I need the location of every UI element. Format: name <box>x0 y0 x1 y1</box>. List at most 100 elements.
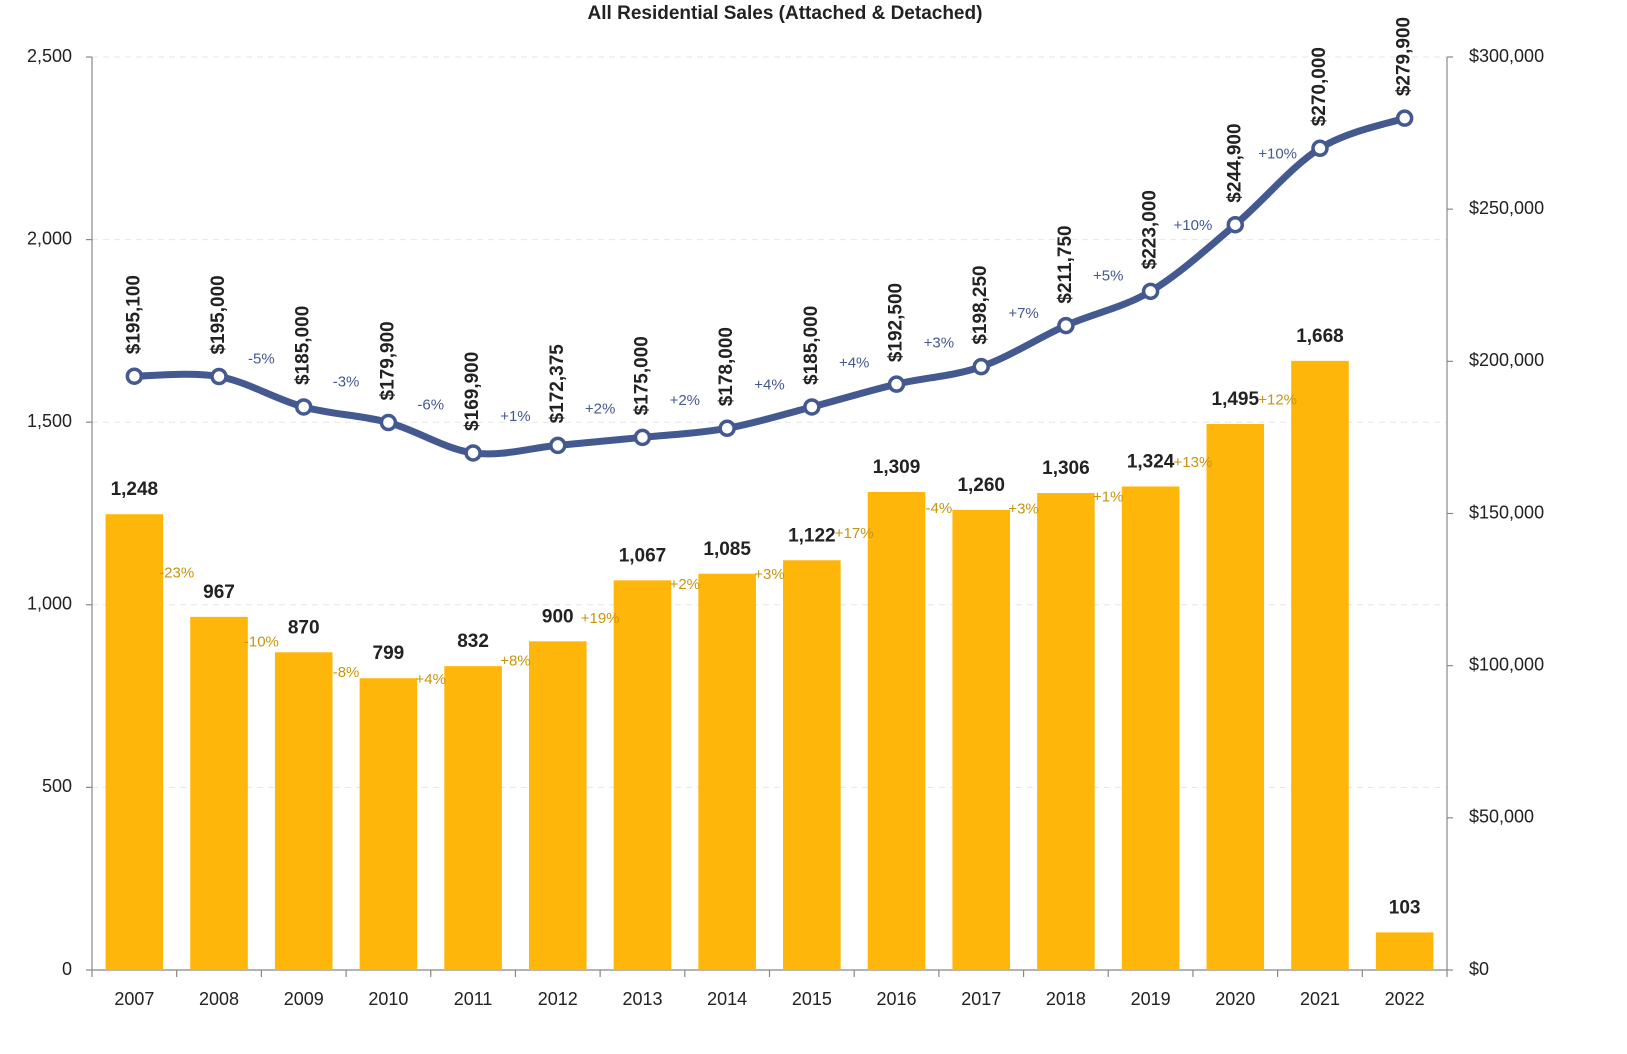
line-change-label: +3% <box>924 334 954 351</box>
bar-value-label: 1,248 <box>111 479 159 500</box>
bar <box>1121 486 1180 970</box>
bar-value-label: 1,085 <box>703 539 751 560</box>
x-tick-label: 2020 <box>1215 989 1255 1009</box>
line-change-label: +7% <box>1008 305 1038 322</box>
x-tick-label: 2016 <box>877 989 917 1009</box>
line-value-label: $195,000 <box>208 275 229 354</box>
bar-value-label: 103 <box>1389 897 1421 918</box>
bar <box>274 652 333 970</box>
x-tick-label: 2008 <box>199 989 239 1009</box>
x-tick-label: 2012 <box>538 989 578 1009</box>
bar-change-label: +8% <box>500 653 530 670</box>
y2-tick-label: $250,000 <box>1469 198 1544 218</box>
bar-value-label: 1,668 <box>1296 326 1344 347</box>
line-value-label: $185,000 <box>801 306 822 385</box>
line-change-label: -5% <box>248 351 275 368</box>
bar-change-label: -8% <box>333 664 360 681</box>
bar <box>867 491 926 970</box>
bar <box>613 580 672 970</box>
y2-tick-label: $50,000 <box>1469 807 1534 827</box>
line-marker <box>125 367 144 385</box>
line-value-label: $179,900 <box>377 321 398 400</box>
line-marker <box>718 419 736 438</box>
bar-value-label: 1,306 <box>1042 458 1090 479</box>
bar-value-label: 1,067 <box>619 545 667 566</box>
bar <box>1375 932 1434 970</box>
bar-value-label: 1,324 <box>1127 451 1175 472</box>
bar-change-label: +4% <box>416 671 446 688</box>
line-marker <box>549 436 567 455</box>
line-value-label: $195,100 <box>123 275 144 354</box>
line-change-label: -3% <box>333 374 360 391</box>
x-tick-label: 2011 <box>454 989 493 1009</box>
line-change-label: -6% <box>417 397 444 414</box>
y-tick-label: 0 <box>62 959 72 979</box>
line-marker <box>1395 109 1414 127</box>
line-change-label: +4% <box>839 355 869 372</box>
y2-tick-label: $0 <box>1469 959 1489 979</box>
x-tick-label: 2007 <box>114 989 154 1009</box>
bar-change-label: +12% <box>1258 391 1297 408</box>
bar <box>952 509 1011 970</box>
bar-change-label: -4% <box>926 500 953 517</box>
line-marker <box>887 375 906 393</box>
line-change-label: +5% <box>1093 267 1123 284</box>
line-value-label: $270,000 <box>1309 47 1330 126</box>
x-tick-label: 2021 <box>1300 989 1340 1009</box>
bar <box>1206 424 1265 970</box>
line-marker <box>633 428 652 447</box>
y2-tick-label: $100,000 <box>1469 654 1544 674</box>
bar-change-label: -10% <box>244 634 279 651</box>
bar-change-label: +13% <box>1174 454 1213 471</box>
line-marker <box>379 413 398 432</box>
bar-value-label: 1,495 <box>1212 389 1260 410</box>
bar <box>359 678 418 970</box>
y-tick-label: 2,000 <box>27 228 72 248</box>
line-value-label: $172,375 <box>547 344 568 424</box>
line-value-label: $198,250 <box>970 265 991 344</box>
bar <box>528 641 587 970</box>
line-marker <box>972 357 990 376</box>
chart-title: All Residential Sales (Attached & Detach… <box>588 3 983 24</box>
line-change-label: +4% <box>754 377 784 394</box>
line-marker <box>294 398 313 416</box>
bar-value-label: 1,260 <box>957 475 1005 496</box>
x-tick-label: 2013 <box>622 989 662 1009</box>
bar-change-label: +3% <box>754 566 784 583</box>
y2-tick-label: $300,000 <box>1469 46 1544 66</box>
y2-tick-label: $150,000 <box>1469 502 1544 522</box>
bar <box>1037 493 1095 970</box>
x-tick-label: 2017 <box>961 989 1001 1009</box>
bar <box>698 573 756 970</box>
bar-value-label: 900 <box>542 606 574 627</box>
line-value-label: $192,500 <box>886 283 907 362</box>
y2-tick-label: $200,000 <box>1469 350 1544 370</box>
line-marker <box>1141 282 1160 301</box>
x-tick-label: 2018 <box>1046 989 1086 1009</box>
line-value-label: $175,000 <box>631 336 652 415</box>
x-tick-label: 2010 <box>368 989 408 1009</box>
bar-change-label: +17% <box>835 525 874 542</box>
line-marker <box>1057 316 1075 335</box>
bar <box>190 616 248 970</box>
x-tick-label: 2015 <box>792 989 832 1009</box>
bar-value-label: 967 <box>203 582 235 603</box>
y-tick-label: 1,000 <box>27 594 72 614</box>
y-tick-label: 1,500 <box>27 411 72 431</box>
line-value-label: $279,900 <box>1394 17 1415 96</box>
line-marker <box>210 367 228 386</box>
line-marker <box>1311 139 1329 158</box>
line <box>134 114 1406 458</box>
line-marker <box>1226 215 1245 234</box>
line-value-label: $211,750 <box>1055 225 1076 303</box>
line-change-label: +10% <box>1174 217 1213 234</box>
line-value-label: $169,900 <box>462 352 483 431</box>
x-tick-label: 2014 <box>707 989 747 1009</box>
line-value-label: $178,000 <box>716 327 737 406</box>
line-change-label: +1% <box>500 408 530 425</box>
x-tick-label: 2019 <box>1131 989 1171 1009</box>
x-tick-label: 2009 <box>284 989 324 1009</box>
line-change-label: +2% <box>585 400 615 417</box>
bar <box>1291 360 1349 970</box>
line-marker <box>803 398 821 416</box>
